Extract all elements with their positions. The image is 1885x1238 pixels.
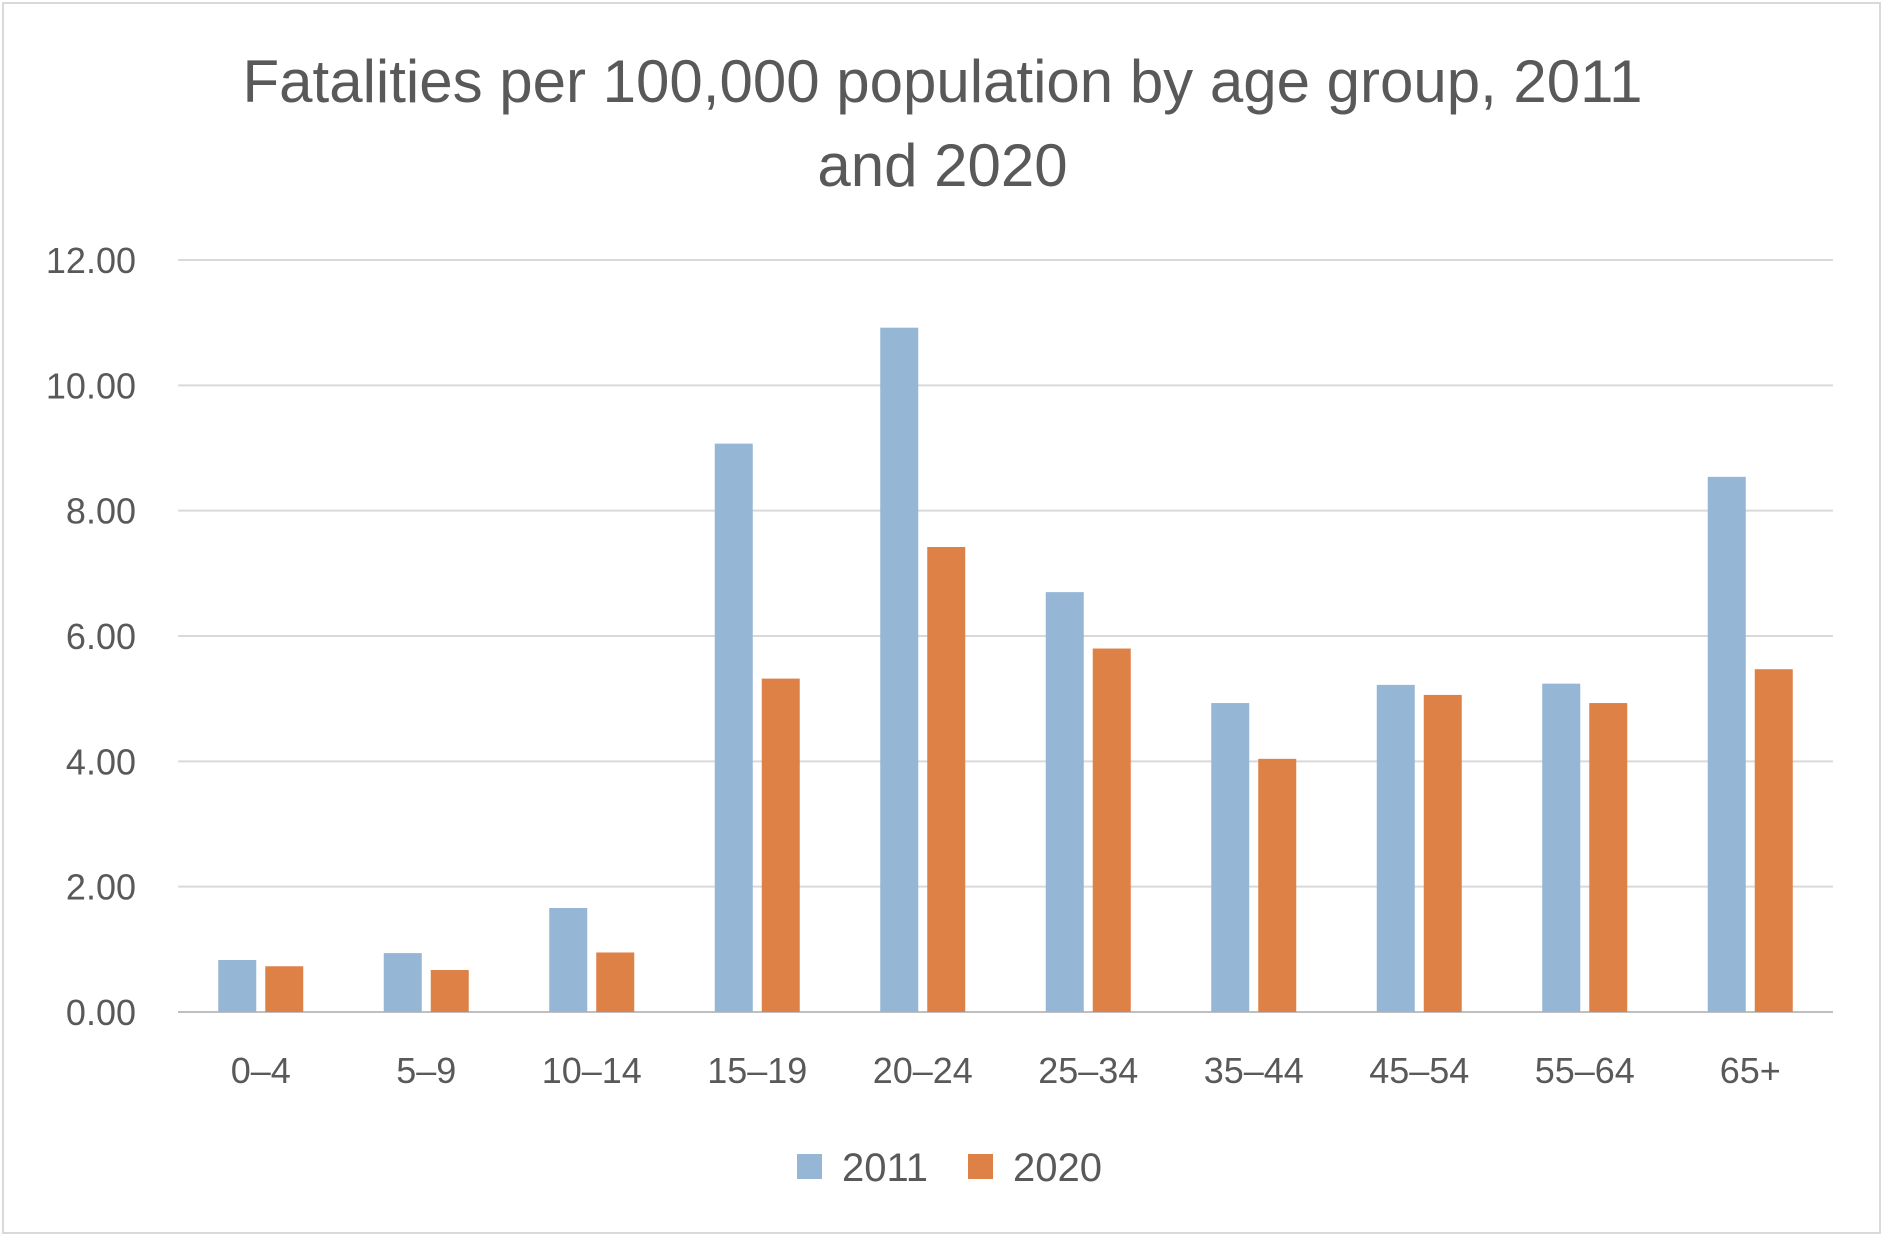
x-tick-label: 35–44 — [1204, 1050, 1304, 1091]
y-tick-label: 12.00 — [46, 240, 136, 281]
x-tick-label: 5–9 — [396, 1050, 456, 1091]
legend-label-2020: 2020 — [1013, 1146, 1102, 1190]
bar-2020-5 — [1092, 648, 1131, 1012]
x-tick-label: 55–64 — [1535, 1050, 1635, 1091]
bar-2011-5 — [1045, 592, 1084, 1012]
bar-2011-8 — [1542, 683, 1581, 1012]
legend: 2011 2020 — [797, 1146, 1102, 1190]
bar-2011-7 — [1376, 684, 1415, 1012]
bar-2011-6 — [1211, 703, 1250, 1012]
bar-2020-0 — [265, 966, 304, 1012]
y-tick-label: 8.00 — [66, 491, 136, 532]
bar-2011-1 — [383, 953, 422, 1012]
y-tick-label: 0.00 — [66, 992, 136, 1033]
y-axis: 0.00 2.00 4.00 6.00 8.00 10.00 12.00 — [46, 240, 136, 1033]
bar-2011-3 — [714, 443, 753, 1012]
x-tick-label: 25–34 — [1038, 1050, 1138, 1091]
bar-2020-2 — [596, 952, 635, 1012]
chart-title-line-1: Fatalities per 100,000 population by age… — [242, 48, 1643, 115]
bar-2011-2 — [549, 907, 588, 1012]
x-tick-label: 0–4 — [231, 1050, 291, 1091]
bar-2020-3 — [761, 678, 800, 1012]
bar-2011-4 — [880, 327, 919, 1012]
bar-2020-6 — [1258, 758, 1297, 1012]
gridlines — [178, 259, 1833, 1013]
legend-swatch-2020 — [968, 1154, 993, 1179]
bar-2020-7 — [1423, 694, 1462, 1012]
chart-title: Fatalities per 100,000 population by age… — [0, 40, 1885, 208]
y-tick-label: 6.00 — [66, 616, 136, 657]
y-tick-label: 10.00 — [46, 365, 136, 406]
x-tick-label: 65+ — [1720, 1050, 1781, 1091]
bar-2011-9 — [1707, 476, 1746, 1012]
y-tick-label: 4.00 — [66, 741, 136, 782]
y-tick-label: 2.00 — [66, 867, 136, 908]
x-axis: 0–4 5–9 10–14 15–19 20–24 25–34 35–44 45–54 55–6… — [231, 1050, 1781, 1091]
bar-2020-9 — [1754, 669, 1793, 1012]
bar-2020-4 — [927, 547, 966, 1012]
x-tick-label: 10–14 — [542, 1050, 642, 1091]
bar-2011-0 — [218, 959, 257, 1012]
bars — [218, 327, 1793, 1012]
x-tick-label: 45–54 — [1369, 1050, 1469, 1091]
legend-swatch-2011 — [797, 1154, 822, 1179]
x-tick-label: 20–24 — [873, 1050, 973, 1091]
legend-label-2011: 2011 — [842, 1146, 928, 1190]
bar-2020-1 — [430, 970, 469, 1012]
chart-title-line-2: and 2020 — [817, 132, 1068, 199]
x-tick-label: 15–19 — [707, 1050, 807, 1091]
bar-2020-8 — [1589, 703, 1628, 1012]
